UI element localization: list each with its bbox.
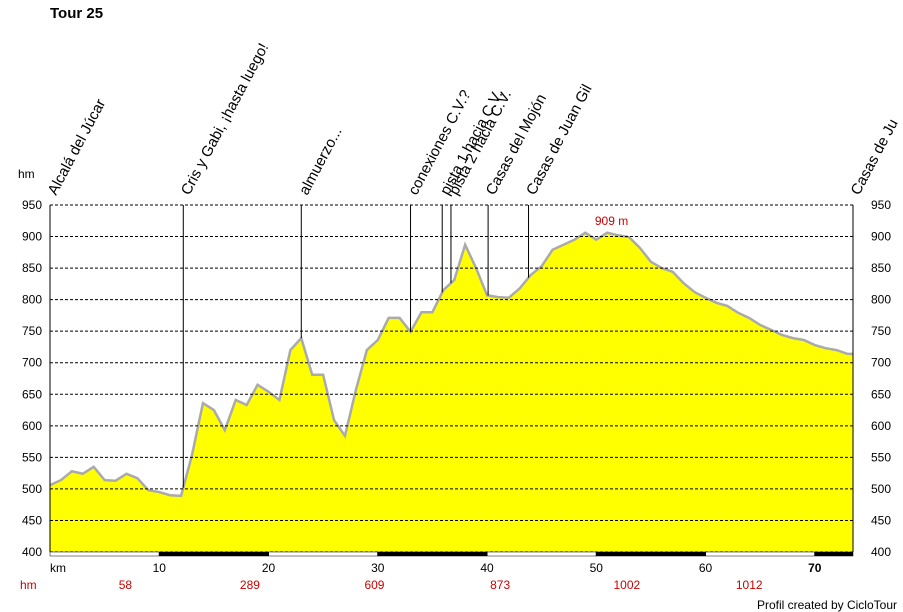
max-annotation: 909 m [595, 214, 628, 228]
y-tick-label: 750 [22, 324, 42, 338]
waypoint-label: Casas de Ju [848, 116, 902, 198]
km-bar-segment [159, 552, 269, 556]
waypoint-label: Alcalá del Júcar [45, 96, 110, 197]
y-tick-label-right: 550 [871, 450, 891, 464]
hm-marker: 1012 [736, 578, 763, 592]
x-tick-label: 60 [699, 561, 713, 575]
y-tick-label-right: 450 [871, 513, 891, 527]
hm-label: hm [20, 578, 37, 592]
y-tick-label-right: 400 [871, 545, 891, 559]
y-tick-label: 800 [22, 293, 42, 307]
y-tick-label-right: 800 [871, 293, 891, 307]
y-tick-label: 600 [22, 419, 42, 433]
y-tick-label: 450 [22, 513, 42, 527]
x-tick-label: 10 [153, 561, 167, 575]
waypoint-label: almuerzo... [296, 124, 346, 197]
y-tick-label-right: 950 [871, 198, 891, 212]
hm-marker: 873 [490, 578, 510, 592]
hm-marker: 58 [119, 578, 133, 592]
y-axis-label: hm [18, 167, 35, 181]
x-axis-label: km [50, 561, 66, 575]
footer: Profil created by CicloTour [757, 598, 897, 612]
x-tick-label: 70 [808, 561, 822, 575]
y-tick-label: 700 [22, 356, 42, 370]
y-tick-label-right: 850 [871, 261, 891, 275]
y-tick-label-right: 650 [871, 387, 891, 401]
x-tick-label: 30 [371, 561, 385, 575]
y-tick-label-right: 700 [871, 356, 891, 370]
y-tick-label: 400 [22, 545, 42, 559]
y-tick-label: 650 [22, 387, 42, 401]
y-tick-label-right: 750 [871, 324, 891, 338]
x-tick-label: 20 [262, 561, 276, 575]
y-tick-label-right: 500 [871, 482, 891, 496]
y-tick-label: 850 [22, 261, 42, 275]
km-bar-segment [814, 552, 853, 556]
hm-marker: 1002 [613, 578, 640, 592]
km-bar-segment [596, 552, 706, 556]
y-tick-label-right: 900 [871, 230, 891, 244]
x-tick-label: 50 [590, 561, 604, 575]
chart-title: Tour 25 [50, 5, 103, 22]
km-bar-segment [377, 552, 488, 556]
waypoint-label: Cris y Gabi, ¡hasta luego! [178, 40, 272, 197]
y-tick-label: 550 [22, 450, 42, 464]
y-tick-label: 500 [22, 482, 42, 496]
hm-marker: 289 [240, 578, 260, 592]
y-tick-label: 900 [22, 230, 42, 244]
hm-marker: 609 [364, 578, 384, 592]
y-tick-label-right: 600 [871, 419, 891, 433]
profile-line [49, 231, 853, 498]
x-tick-label: 40 [480, 561, 494, 575]
area-fill [50, 232, 853, 552]
y-tick-label: 950 [22, 198, 42, 212]
